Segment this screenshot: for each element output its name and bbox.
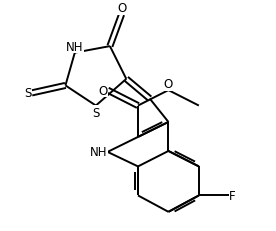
Text: NH: NH xyxy=(66,40,84,53)
Text: F: F xyxy=(229,189,236,202)
Text: O: O xyxy=(98,84,108,97)
Text: O: O xyxy=(164,78,173,91)
Text: S: S xyxy=(24,87,32,100)
Text: NH: NH xyxy=(90,146,108,159)
Text: S: S xyxy=(92,106,100,119)
Text: O: O xyxy=(117,2,126,15)
